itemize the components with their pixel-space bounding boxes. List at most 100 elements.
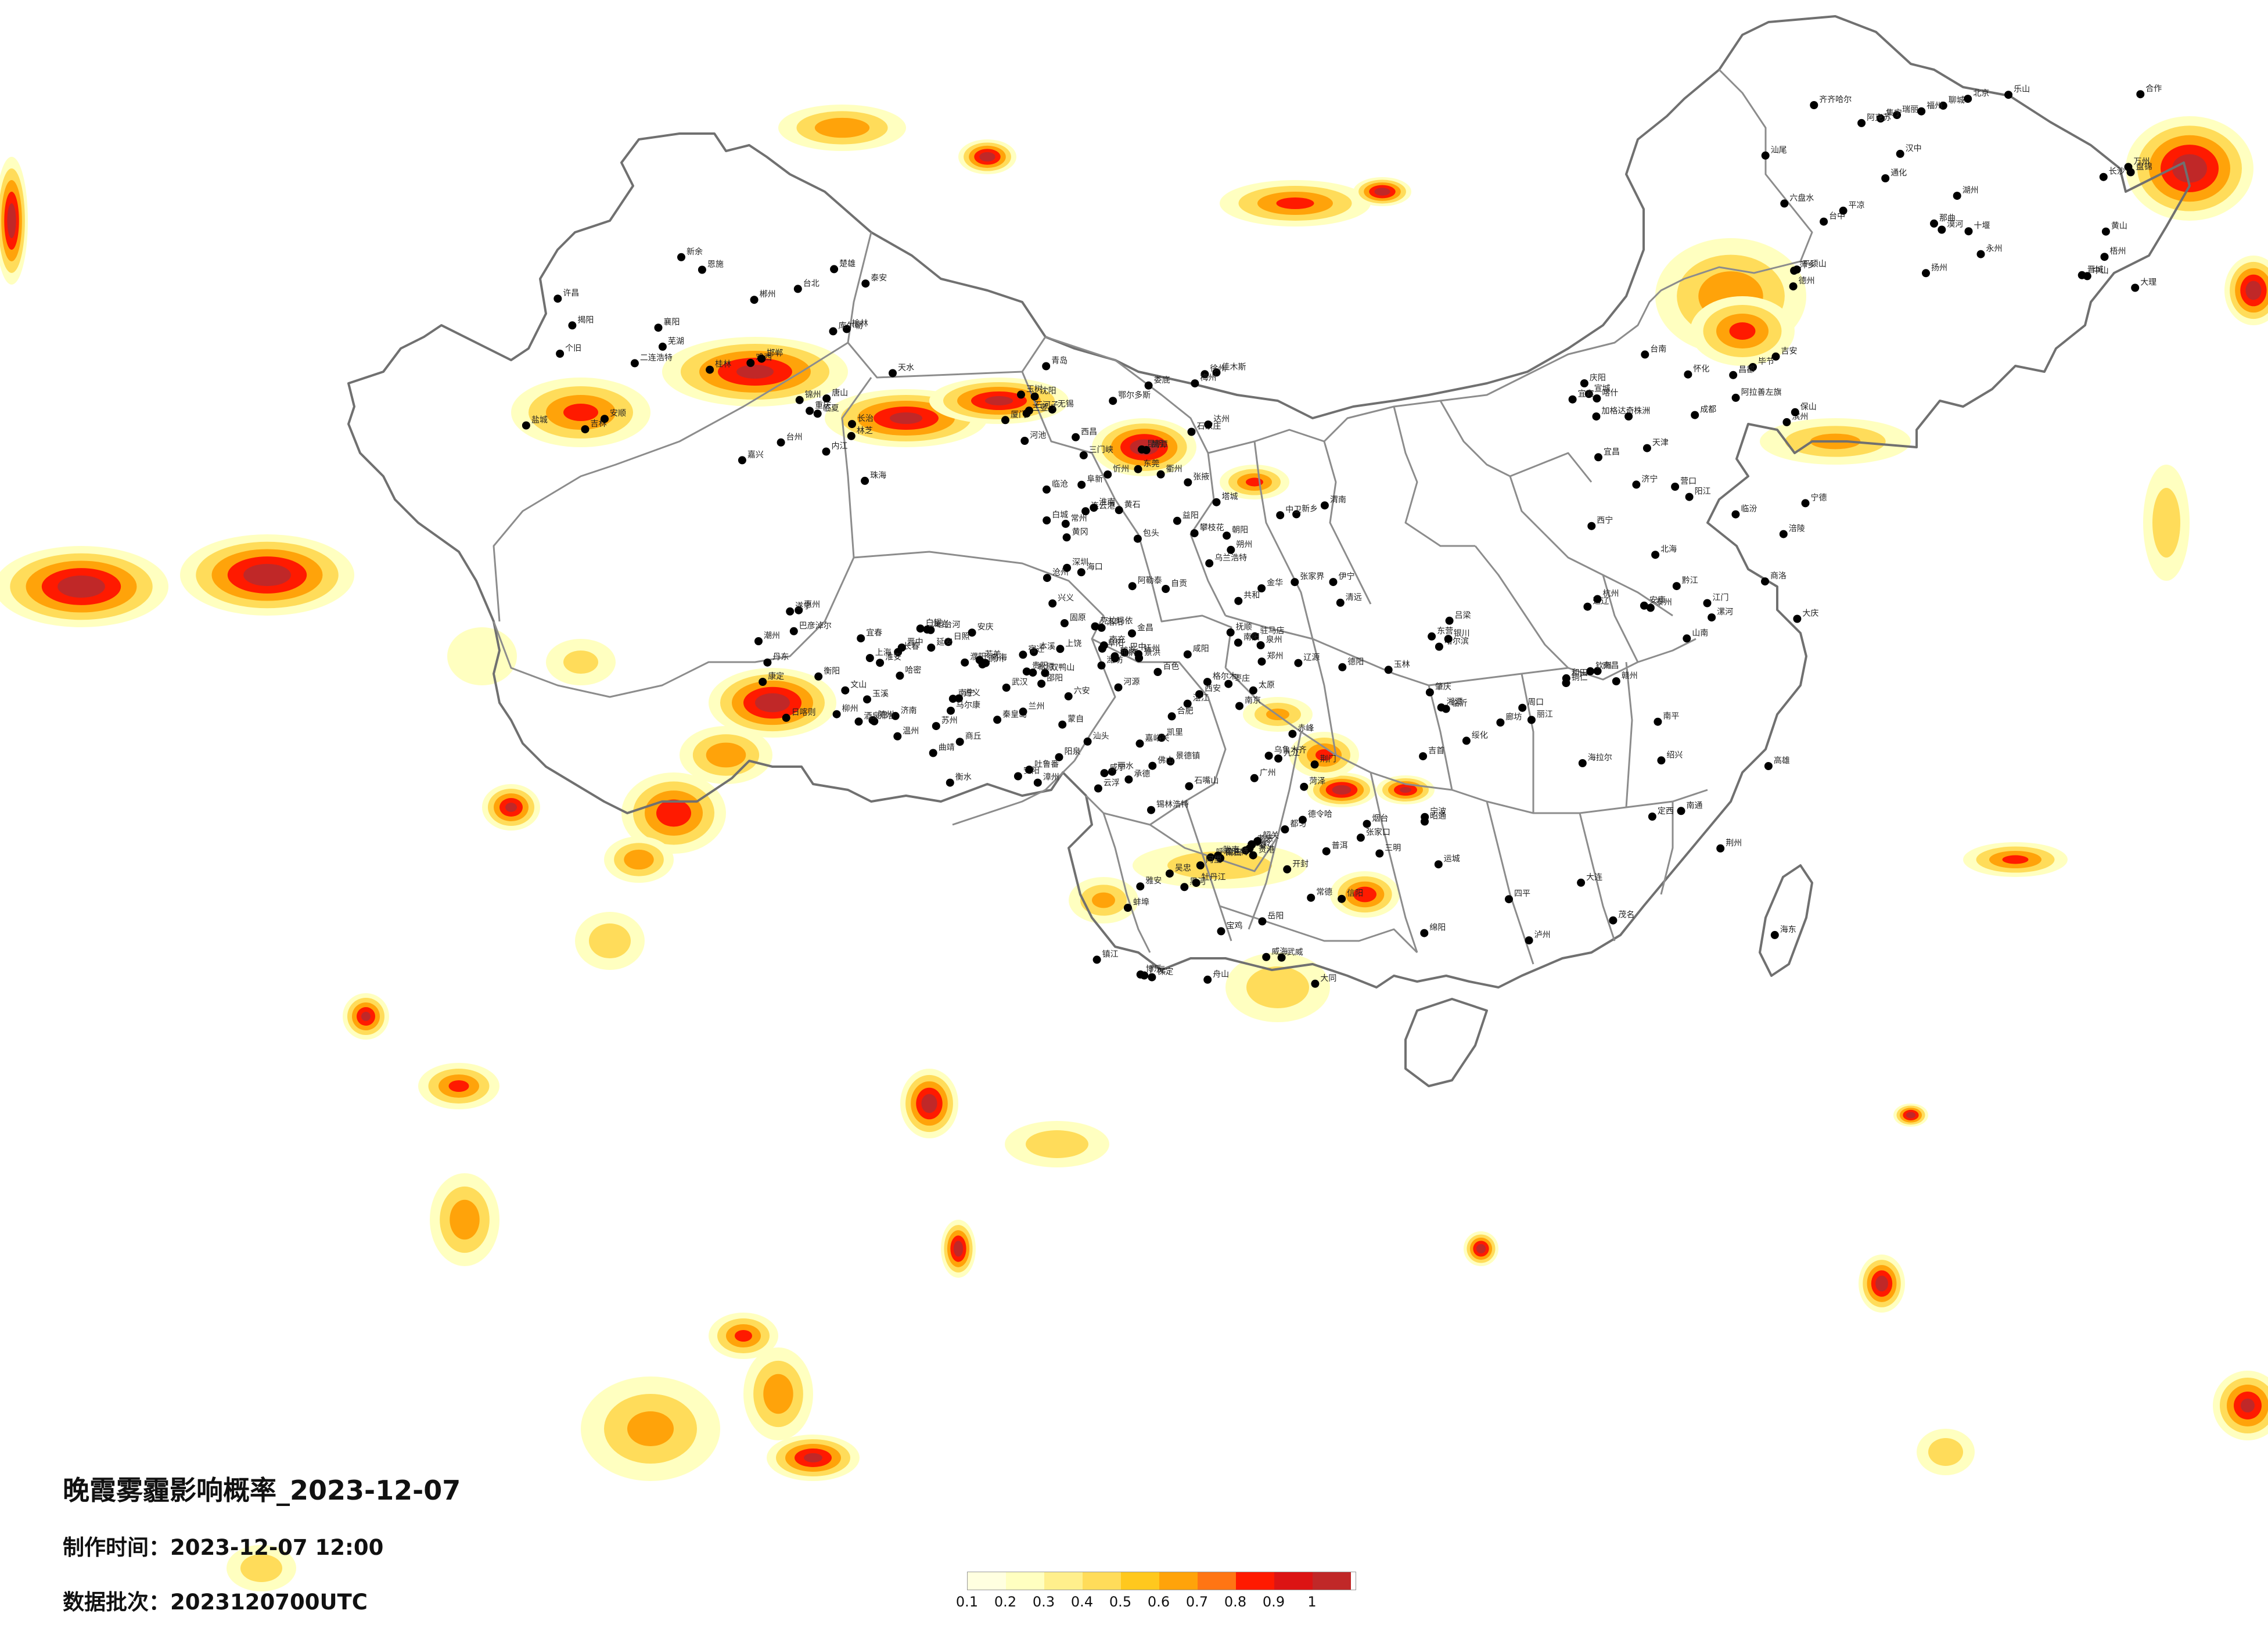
city-label: 汉中: [1906, 144, 1922, 153]
probability-patch: [985, 396, 1013, 405]
probability-patch: [1092, 892, 1115, 908]
city-label: 漠河: [1947, 220, 1963, 229]
city-label: 梅州: [1200, 373, 1216, 383]
city-label: 鹰潭: [1152, 440, 1168, 450]
city-label: 天水: [898, 364, 914, 373]
city-label: 赣州: [1622, 671, 1638, 681]
legend-swatch: [1313, 1572, 1351, 1590]
city-dot: [896, 671, 904, 680]
city-label: 拉萨: [1120, 649, 1137, 658]
city-dot: [861, 476, 869, 485]
probability-patch: [589, 923, 631, 958]
city-label: 临夏: [823, 404, 839, 413]
city-dot: [750, 296, 759, 304]
city-label: 扬州: [1931, 263, 1947, 272]
city-dot: [1120, 648, 1129, 657]
city-label: 咸宁: [1110, 763, 1126, 772]
probability-patch: [735, 1330, 752, 1342]
city-label: 海东: [1780, 925, 1796, 934]
city-label: 常州: [1071, 514, 1087, 523]
city-dot: [832, 710, 841, 718]
city-label: 南通: [1687, 801, 1703, 810]
city-dot: [1079, 451, 1088, 459]
city-dot: [863, 695, 871, 704]
probability-patch: [1476, 1243, 1486, 1254]
city-dot: [556, 350, 565, 358]
city-label: 佛山: [1158, 756, 1174, 765]
city-dot: [1097, 623, 1106, 632]
city-dot: [955, 694, 963, 703]
made-time-line: 制作时间：2023-12-07 12:00: [63, 1530, 461, 1561]
city-dot: [1307, 893, 1315, 902]
city-label: 天津: [1652, 438, 1669, 448]
city-dot: [1099, 641, 1108, 650]
city-dot: [1329, 578, 1338, 587]
city-label: 北京: [1973, 89, 1989, 98]
city-label: 开封: [1292, 860, 1309, 869]
city-dot: [813, 409, 822, 418]
city-label: 共和: [1243, 591, 1260, 601]
city-label: 林芝: [857, 426, 873, 436]
city-dot: [1922, 269, 1930, 278]
city-label: 阳泉: [1065, 747, 1081, 757]
city-dot: [1033, 778, 1042, 787]
city-label: 潮州: [764, 631, 780, 641]
city-dot: [757, 354, 766, 363]
city-dot: [1227, 545, 1235, 554]
city-label: 黄冈: [1072, 527, 1088, 537]
city-dot: [1877, 114, 1885, 123]
city-dot: [1060, 619, 1069, 627]
city-dot: [1496, 718, 1505, 727]
city-dot: [1761, 151, 1770, 160]
legend-tick: 0.9: [1262, 1594, 1285, 1610]
city-label: 郴州: [760, 290, 776, 299]
city-label: 惠州: [804, 601, 820, 610]
city-dot: [1043, 485, 1051, 494]
city-dot: [1435, 642, 1443, 651]
city-label: 吴忠: [1175, 864, 1191, 873]
probability-patch: [2152, 488, 2180, 558]
city-label: 双鸭山: [1050, 663, 1074, 673]
probability-heat-layer: [0, 105, 2268, 1591]
city-label: 松原: [1038, 663, 1054, 672]
city-dot: [1058, 720, 1067, 729]
city-label: 攀枝花: [1200, 523, 1224, 533]
city-dot: [1043, 516, 1051, 524]
city-label: 武威: [1287, 948, 1303, 957]
city-dot: [1192, 879, 1201, 887]
city-dot: [1111, 654, 1119, 663]
city-label: 常德: [1316, 888, 1332, 897]
city-label: 新余: [686, 247, 703, 257]
city-label: 普洱: [1332, 842, 1348, 851]
city-dot: [568, 321, 577, 330]
city-label: 新乡: [1302, 504, 1318, 513]
city-label: 西安: [1205, 684, 1221, 693]
city-dot: [654, 324, 663, 332]
city-dot: [1939, 101, 1947, 110]
city-label: 漯河: [1717, 608, 1733, 617]
city-dot: [1292, 510, 1301, 519]
city-dot: [927, 644, 936, 652]
city-label: 铜川: [988, 655, 1004, 664]
city-dot: [1123, 904, 1132, 912]
city-label: 锡林浩特: [1156, 800, 1189, 810]
city-dot: [1434, 860, 1443, 869]
city-label: 衢州: [1166, 464, 1182, 474]
city-label: 临沂: [1451, 699, 1468, 709]
city-label: 蒙自: [1067, 715, 1084, 724]
city-label: 宝鸡: [1227, 921, 1243, 930]
city-dot: [1782, 418, 1791, 426]
city-label: 四平: [1514, 889, 1530, 898]
city-dot: [1612, 677, 1620, 685]
city-dot: [961, 658, 969, 667]
probability-patch: [624, 849, 654, 870]
city-dot: [814, 672, 823, 681]
city-label: 巴中: [1130, 643, 1146, 652]
probability-patch: [240, 1554, 282, 1582]
city-label: 遵义: [964, 688, 980, 698]
city-label: 银川: [1454, 629, 1470, 638]
city-label: 金华: [1267, 578, 1283, 588]
city-dot: [1019, 707, 1027, 716]
city-dot: [1017, 390, 1025, 399]
city-label: 通化: [1890, 168, 1907, 178]
